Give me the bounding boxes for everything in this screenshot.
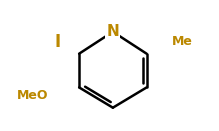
Text: I: I [54, 33, 60, 51]
Text: MeO: MeO [17, 89, 49, 102]
Text: Me: Me [172, 35, 193, 48]
Text: N: N [106, 24, 119, 39]
